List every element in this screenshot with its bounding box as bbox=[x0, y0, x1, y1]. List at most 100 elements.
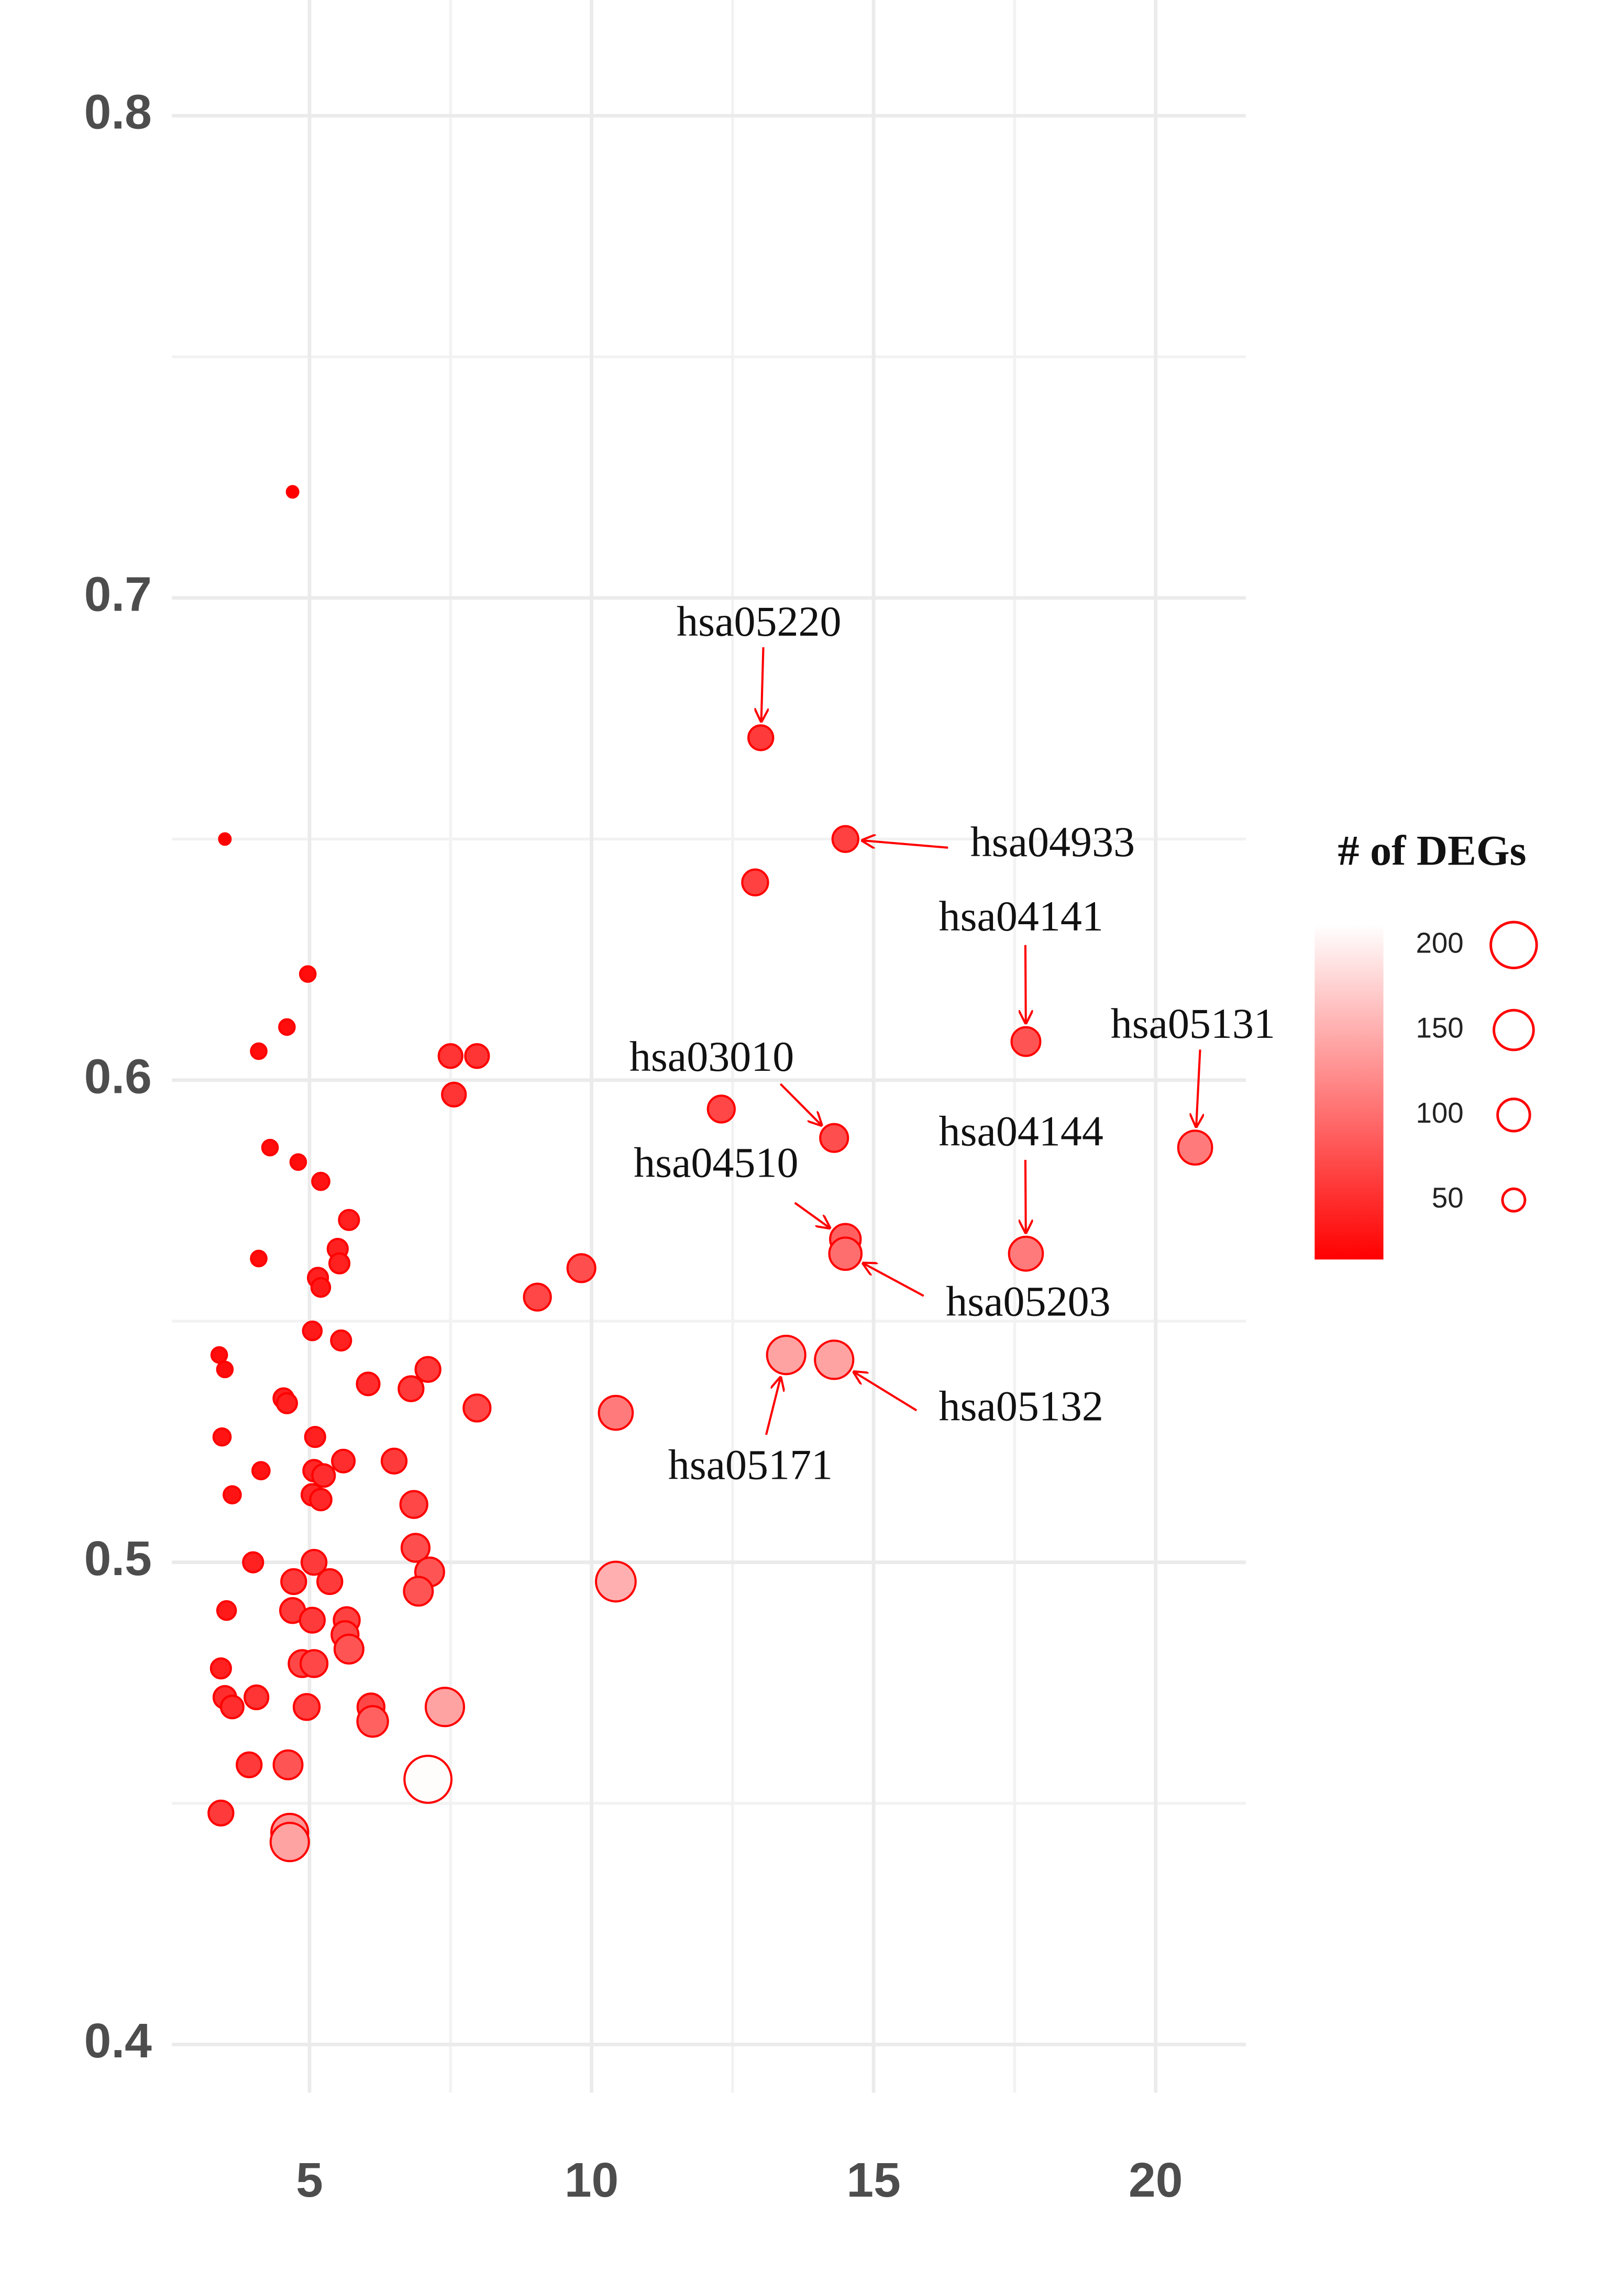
point bbox=[311, 1171, 330, 1191]
point bbox=[269, 1822, 310, 1863]
annotation-label: hsa05131 bbox=[1111, 1000, 1275, 1047]
point bbox=[598, 1394, 634, 1431]
point bbox=[831, 825, 859, 853]
annotation-label: hsa05171 bbox=[668, 1441, 833, 1488]
annotation-label: hsa05220 bbox=[677, 597, 841, 645]
annotation-label: hsa04933 bbox=[970, 818, 1135, 866]
point bbox=[331, 1448, 356, 1474]
point bbox=[216, 1360, 234, 1379]
legend-label: 50 bbox=[1432, 1181, 1464, 1214]
legend-label: 200 bbox=[1416, 926, 1463, 959]
point bbox=[304, 1426, 326, 1448]
point bbox=[403, 1755, 453, 1804]
point bbox=[828, 1236, 863, 1271]
legend-size bbox=[1501, 1187, 1527, 1213]
point bbox=[242, 1551, 264, 1574]
point bbox=[706, 1094, 736, 1124]
annotation-label: hsa05132 bbox=[939, 1382, 1103, 1430]
y-tick-label: 0.8 bbox=[84, 85, 152, 139]
point bbox=[300, 1548, 328, 1576]
point bbox=[311, 1463, 336, 1488]
point bbox=[244, 1684, 270, 1711]
point bbox=[292, 1693, 321, 1721]
point bbox=[251, 1461, 271, 1480]
point bbox=[1177, 1129, 1213, 1166]
annotation-label: hsa05203 bbox=[946, 1278, 1110, 1325]
point bbox=[741, 868, 769, 896]
point bbox=[330, 1329, 352, 1352]
legend-title: # of DEGs bbox=[1338, 826, 1527, 874]
annotation-arrow bbox=[862, 1262, 924, 1297]
point bbox=[250, 1042, 268, 1060]
point bbox=[212, 1427, 232, 1447]
annotation-label: hsa04144 bbox=[939, 1107, 1103, 1155]
point bbox=[333, 1633, 364, 1665]
annotation-arrow bbox=[853, 1371, 918, 1412]
point bbox=[380, 1447, 408, 1475]
point bbox=[289, 1153, 307, 1171]
point bbox=[523, 1282, 552, 1312]
point bbox=[400, 1533, 431, 1563]
y-tick-label: 0.4 bbox=[84, 2013, 152, 2068]
point bbox=[1008, 1235, 1044, 1272]
point bbox=[310, 1277, 332, 1298]
point bbox=[316, 1568, 344, 1596]
annotation-arrow bbox=[765, 1376, 781, 1435]
point bbox=[441, 1081, 467, 1107]
point bbox=[280, 1568, 307, 1596]
annotation-arrow bbox=[761, 647, 764, 723]
point bbox=[437, 1043, 463, 1069]
legend-label: 100 bbox=[1416, 1096, 1463, 1129]
annotation-label: hsa04510 bbox=[634, 1138, 798, 1186]
point bbox=[299, 1607, 326, 1634]
point bbox=[285, 485, 300, 499]
annotation-label: hsa03010 bbox=[629, 1033, 794, 1080]
point bbox=[403, 1576, 434, 1607]
x-tick-label: 20 bbox=[1129, 2153, 1183, 2207]
point bbox=[275, 1392, 298, 1414]
point bbox=[1010, 1026, 1042, 1057]
point bbox=[210, 1346, 228, 1364]
annotation-arrow bbox=[779, 1083, 822, 1126]
point bbox=[356, 1705, 389, 1738]
point bbox=[414, 1356, 441, 1383]
annotation-arrow bbox=[1025, 1159, 1026, 1234]
x-tick-label: 10 bbox=[565, 2153, 618, 2207]
point bbox=[424, 1687, 466, 1727]
point bbox=[464, 1043, 490, 1069]
legend-size bbox=[1496, 1098, 1531, 1133]
point bbox=[397, 1375, 425, 1402]
point bbox=[299, 1649, 329, 1678]
annotation-arrow bbox=[1196, 1049, 1200, 1128]
point bbox=[299, 965, 317, 983]
point bbox=[250, 1249, 268, 1268]
y-tick-label: 0.7 bbox=[84, 567, 152, 621]
legend-label: 150 bbox=[1416, 1012, 1463, 1044]
point bbox=[356, 1371, 381, 1397]
legend-size bbox=[1489, 921, 1538, 970]
color-bar bbox=[1314, 924, 1384, 1260]
point bbox=[209, 1657, 232, 1680]
point bbox=[814, 1339, 855, 1380]
point bbox=[219, 1694, 245, 1720]
point bbox=[278, 1018, 296, 1036]
legend-size bbox=[1493, 1009, 1535, 1051]
points bbox=[207, 485, 1213, 1863]
point bbox=[261, 1138, 279, 1157]
point bbox=[309, 1488, 333, 1512]
annotation-arrow bbox=[794, 1202, 831, 1228]
point bbox=[236, 1751, 263, 1779]
annotation-arrow bbox=[861, 840, 948, 849]
point bbox=[594, 1560, 637, 1603]
point bbox=[462, 1393, 492, 1423]
point bbox=[338, 1209, 360, 1231]
point bbox=[766, 1335, 807, 1376]
point bbox=[216, 1600, 237, 1621]
y-tick-label: 0.6 bbox=[84, 1049, 152, 1103]
point bbox=[272, 1749, 304, 1780]
annotation-arrow bbox=[1025, 945, 1026, 1024]
point bbox=[819, 1123, 849, 1153]
annotation-label: hsa04141 bbox=[939, 892, 1103, 940]
